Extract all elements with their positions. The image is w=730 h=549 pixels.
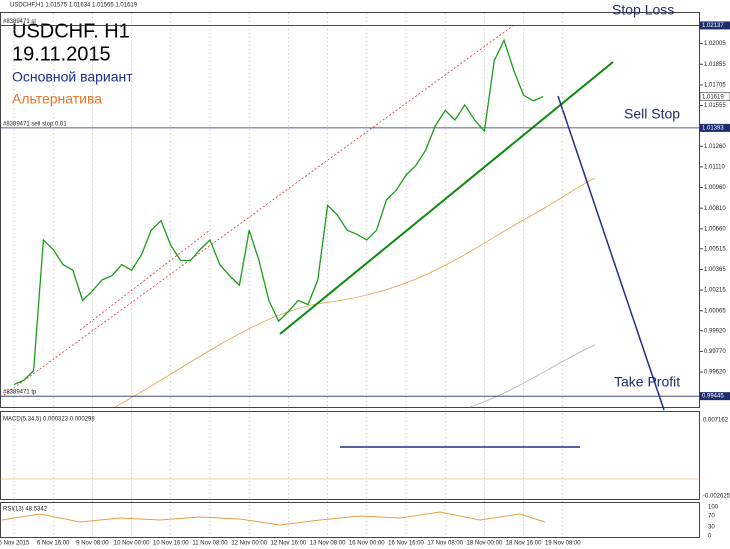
rsi-tick-label: 0 — [708, 534, 712, 540]
y-tick-label: 1.00660 — [704, 226, 726, 232]
channel-line — [3, 24, 515, 396]
level-name: #8389471 sl — [3, 19, 36, 25]
rsi-tick-label: 100 — [708, 505, 719, 511]
y-tick-label: 1.01260 — [704, 144, 726, 150]
y-tick-label: 1.01855 — [704, 62, 726, 68]
main-label: Основной вариант — [12, 69, 133, 85]
y-tick-label: 1.01110 — [704, 164, 725, 170]
moving-average — [114, 177, 596, 408]
x-tick-label: 18 Nov 16:00 — [506, 541, 542, 547]
macd-label: MACD(5,34,5) 0.000323 0.000298 — [3, 417, 95, 423]
moving-average — [469, 344, 596, 408]
macd-pane — [0, 411, 700, 500]
price-box-label: 1.01393 — [702, 125, 724, 131]
x-tick-label: 18 Nov 00:00 — [467, 541, 503, 547]
y-tick-label: 1.00810 — [704, 206, 726, 212]
x-tick-label: 6 Nov 16:00 — [37, 541, 70, 547]
x-tick-label: 13 Nov 08:00 — [310, 541, 346, 547]
macd-tick-label: 0.007162 — [703, 418, 729, 424]
y-tick-label: 1.01555 — [704, 103, 726, 109]
price-box — [700, 21, 730, 30]
level-name: #8389471 tp — [3, 390, 37, 396]
x-tick-label: 17 Nov 08:00 — [427, 541, 463, 547]
y-tick-label: 1.00215 — [704, 288, 726, 294]
y-tick-label: 1.00065 — [704, 308, 726, 314]
price-box — [700, 123, 730, 132]
x-tick-label: 12 Nov 00:00 — [231, 541, 267, 547]
price-box — [699, 92, 730, 102]
y-tick-label: 1.00960 — [704, 185, 726, 191]
y-tick-label: 1.02005 — [704, 41, 726, 47]
price-box-label: 0.99445 — [702, 394, 724, 400]
price-box-label: 1.02137 — [702, 23, 724, 29]
price-line — [13, 38, 544, 386]
rsi-tick-label: 30 — [708, 525, 715, 531]
y-tick-label: 1.01705 — [704, 83, 726, 89]
x-tick-label: 5 Nov 2015 — [0, 541, 30, 547]
y-tick-label: 1.00515 — [704, 246, 726, 252]
rsi-line — [1, 511, 546, 526]
alt-label: Альтернатива — [12, 91, 102, 107]
main-pane — [0, 12, 700, 408]
y-tick-label: 1.00365 — [704, 267, 726, 273]
projection-line — [557, 95, 665, 411]
sell-stop-label: Sell Stop — [624, 106, 680, 122]
macd-tick-label: -0.002625 — [703, 494, 730, 500]
x-tick-label: 19 Nov 08:00 — [545, 541, 581, 547]
y-tick-label: 0.99770 — [704, 349, 726, 355]
x-tick-label: 10 Nov 00:00 — [114, 541, 150, 547]
rsi-tick-label: 70 — [708, 514, 715, 520]
trend-line — [279, 61, 614, 335]
channel-line — [79, 229, 211, 331]
x-tick-label: 12 Nov 16:00 — [271, 541, 307, 547]
x-tick-label: 16 Nov 16:00 — [388, 541, 424, 547]
price-box — [700, 392, 730, 401]
y-tick-label: 0.99620 — [704, 370, 726, 376]
chart-subtitle: 19.11.2015 — [12, 43, 111, 65]
x-tick-label: 9 Nov 08:00 — [76, 541, 109, 547]
y-tick-label: 0.99920 — [704, 328, 726, 334]
x-tick-label: 11 Nov 08:00 — [192, 541, 228, 547]
current-price: 1.01619 — [702, 94, 724, 100]
x-tick-label: 16 Nov 00:00 — [349, 541, 385, 547]
level-name: #8389471 sell stop 0.01 — [3, 121, 67, 127]
x-tick-label: 10 Nov 16:00 — [153, 541, 189, 547]
header: USDCHF,H1 1.01575 1.01634 1.01565 1.0161… — [10, 3, 138, 9]
stop-loss-label: Stop Loss — [612, 2, 674, 18]
rsi-pane — [0, 502, 700, 538]
rsi-label: RSI(13) 48.5342 — [3, 507, 48, 513]
take-profit-label: Take Profit — [614, 374, 680, 390]
